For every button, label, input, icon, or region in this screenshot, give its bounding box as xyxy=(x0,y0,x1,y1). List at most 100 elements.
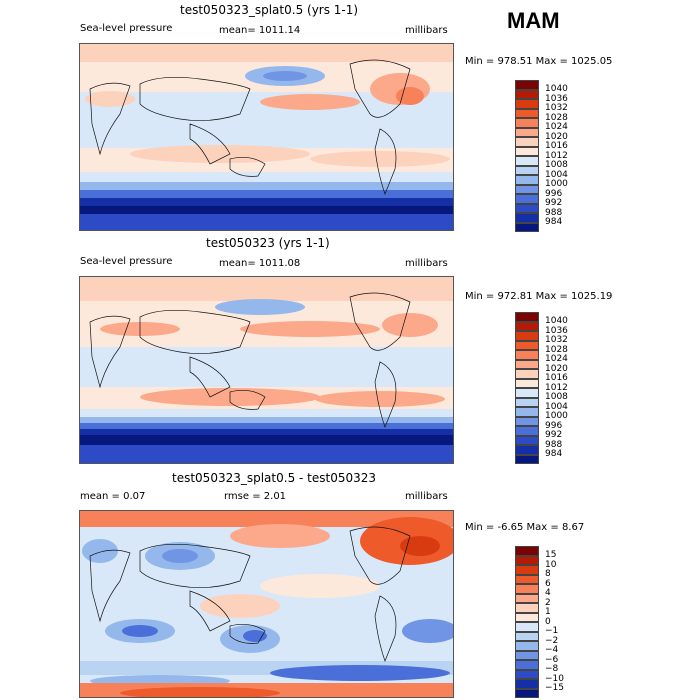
colorbar-swatch xyxy=(515,331,539,341)
colorbar-label: −10 xyxy=(545,673,564,684)
colorbar-swatch xyxy=(515,669,539,679)
panel1-title: test050323_splat0.5 (yrs 1-1) xyxy=(180,3,359,17)
colorbar-swatch xyxy=(515,127,539,137)
panel3-map xyxy=(79,510,454,698)
panel3-rmse-label: rmse = 2.01 xyxy=(224,491,287,502)
panel2-colorbar xyxy=(515,312,539,464)
colorbar-swatch xyxy=(515,80,539,90)
colorbar-swatch xyxy=(515,388,539,398)
colorbar-swatch xyxy=(515,679,539,689)
colorbar-label: 1016 xyxy=(545,141,568,151)
colorbar-label: 992 xyxy=(545,198,563,208)
colorbar-swatch xyxy=(515,574,539,584)
colorbar-swatch xyxy=(515,312,539,322)
colorbar-label: 1008 xyxy=(545,392,568,402)
panel3-title: test050323_splat0.5 - test050323 xyxy=(172,471,377,485)
colorbar-swatch xyxy=(515,622,539,632)
colorbar-swatch xyxy=(515,565,539,575)
panel1-contour-field xyxy=(80,44,453,230)
colorbar-label: 1000 xyxy=(545,179,568,189)
colorbar-label: 8 xyxy=(545,569,551,579)
panel2-title: test050323 (yrs 1-1) xyxy=(206,236,330,250)
colorbar-swatch xyxy=(515,660,539,670)
colorbar-swatch xyxy=(515,222,539,232)
colorbar-label: 15 xyxy=(545,550,557,560)
colorbar-label: −15 xyxy=(545,683,564,693)
colorbar-label: 1 xyxy=(545,607,551,617)
colorbar-swatch xyxy=(515,213,539,223)
colorbar-label: 984 xyxy=(545,449,563,459)
colorbar-label: −8 xyxy=(545,664,559,674)
panel1-mean-label: mean= 1011.14 xyxy=(219,25,301,36)
colorbar-swatch xyxy=(515,203,539,213)
colorbar-swatch xyxy=(515,397,539,407)
colorbar-swatch xyxy=(515,146,539,156)
colorbar-swatch xyxy=(515,350,539,360)
colorbar-swatch xyxy=(515,118,539,128)
colorbar-swatch xyxy=(515,688,539,698)
colorbar-label: 1004 xyxy=(545,169,568,180)
panel3-mean-label: mean = 0.07 xyxy=(80,491,146,502)
colorbar-swatch xyxy=(515,641,539,651)
colorbar-label: 1008 xyxy=(545,160,568,170)
colorbar-label: 1004 xyxy=(545,401,568,412)
colorbar-label: 1032 xyxy=(545,335,568,345)
colorbar-label: 1020 xyxy=(545,363,568,374)
colorbar-label: 1024 xyxy=(545,354,568,364)
panel2-minmax: Min = 972.81 Max = 1025.19 xyxy=(465,291,613,302)
panel1-minmax: Min = 978.51 Max = 1025.05 xyxy=(465,56,613,67)
colorbar-label: −4 xyxy=(545,645,559,655)
colorbar-label: −6 xyxy=(545,654,559,665)
panel3-contour-field xyxy=(80,511,453,697)
colorbar-label: 1028 xyxy=(545,344,568,355)
colorbar-label: 4 xyxy=(545,588,551,598)
colorbar-label: 1012 xyxy=(545,150,568,161)
colorbar-label: 2 xyxy=(545,597,551,608)
colorbar-swatch xyxy=(515,555,539,565)
colorbar-label: 0 xyxy=(545,616,551,627)
colorbar-label: −2 xyxy=(545,635,559,646)
colorbar-swatch xyxy=(515,165,539,175)
colorbar-swatch xyxy=(515,407,539,417)
colorbar-swatch xyxy=(515,108,539,118)
colorbar-swatch xyxy=(515,584,539,594)
panel2-variable-label: Sea-level pressure xyxy=(80,256,173,267)
panel2-units-label: millibars xyxy=(405,258,448,269)
colorbar-label: −1 xyxy=(545,626,559,636)
colorbar-swatch xyxy=(515,321,539,331)
colorbar-swatch xyxy=(515,650,539,660)
colorbar-swatch xyxy=(515,369,539,379)
panel2-mean-label: mean= 1011.08 xyxy=(219,258,301,269)
colorbar-label: 1028 xyxy=(545,112,568,123)
colorbar-swatch xyxy=(515,340,539,350)
colorbar-swatch xyxy=(515,99,539,109)
colorbar-label: 988 xyxy=(545,439,563,450)
colorbar-label: 1012 xyxy=(545,382,568,393)
colorbar-swatch xyxy=(515,378,539,388)
colorbar-swatch xyxy=(515,546,539,556)
panel1-units-label: millibars xyxy=(405,25,448,36)
season-label: MAM xyxy=(507,8,560,33)
colorbar-label: 988 xyxy=(545,207,563,218)
colorbar-swatch xyxy=(515,445,539,455)
colorbar-label: 1040 xyxy=(545,84,568,94)
colorbar-swatch xyxy=(515,175,539,185)
colorbar-label: 1036 xyxy=(545,325,568,336)
colorbar-swatch xyxy=(515,416,539,426)
colorbar-label: 1020 xyxy=(545,131,568,142)
colorbar-label: 1016 xyxy=(545,373,568,383)
colorbar-label: 992 xyxy=(545,430,563,440)
colorbar-label: 6 xyxy=(545,578,551,589)
colorbar-label: 996 xyxy=(545,420,563,431)
panel1-map xyxy=(79,43,454,231)
colorbar-label: 1036 xyxy=(545,93,568,104)
panel3-colorbar xyxy=(515,546,539,698)
colorbar-swatch xyxy=(515,359,539,369)
colorbar-swatch xyxy=(515,631,539,641)
colorbar-label: 1040 xyxy=(545,316,568,326)
colorbar-label: 996 xyxy=(545,188,563,199)
colorbar-swatch xyxy=(515,593,539,603)
colorbar-label: 1024 xyxy=(545,122,568,132)
colorbar-swatch xyxy=(515,603,539,613)
colorbar-swatch xyxy=(515,194,539,204)
